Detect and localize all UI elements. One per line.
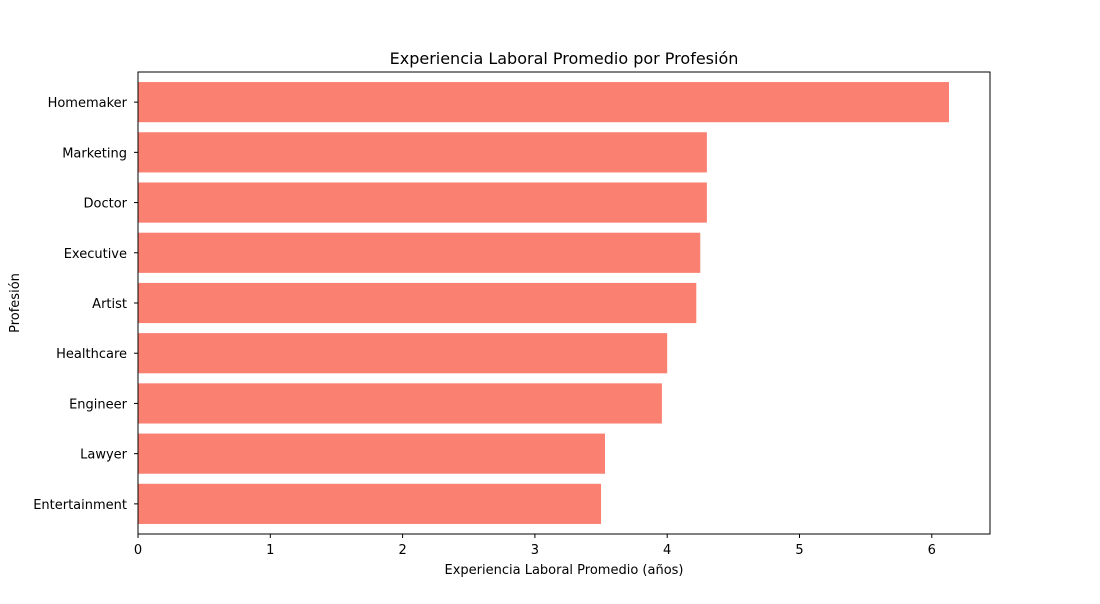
chart-title: Experiencia Laboral Promedio por Profesi… [390, 49, 739, 68]
bar-entertainment [138, 483, 602, 524]
plot-frame [137, 71, 991, 535]
x-tick-label: 4 [663, 543, 671, 558]
y-tick-label: Doctor [83, 197, 127, 212]
x-tick-label: 6 [928, 543, 936, 558]
y-tick-label: Entertainment [33, 498, 127, 513]
bar-lawyer [138, 433, 606, 474]
x-tick-label: 5 [795, 543, 803, 558]
x-axis-label: Experiencia Laboral Promedio (años) [445, 563, 684, 578]
y-axis-label: Profesión [8, 273, 23, 333]
bar-artist [138, 282, 697, 324]
x-tick-label: 1 [266, 543, 274, 558]
x-tick-label: 2 [398, 543, 406, 558]
bar-homemaker [138, 82, 949, 123]
y-tick-label: Artist [92, 297, 127, 312]
bars-layer [138, 82, 949, 524]
bar-healthcare [138, 333, 668, 374]
ticks-layer: Homemaker Marketing Doctor Executive Artist H… [33, 96, 936, 558]
y-tick-label: Marketing [62, 146, 127, 161]
bar-doctor [138, 182, 707, 223]
y-tick-label: Executive [64, 247, 127, 262]
bar-executive [138, 232, 701, 273]
y-tick-label: Lawyer [80, 448, 128, 463]
x-tick-label: 3 [531, 543, 539, 558]
y-tick-label: Engineer [69, 397, 128, 412]
x-tick-label: 0 [134, 543, 142, 558]
bar-marketing [138, 132, 707, 173]
y-tick-label: Healthcare [56, 347, 127, 362]
y-tick-label: Homemaker [48, 96, 128, 111]
bar-engineer [138, 383, 662, 424]
